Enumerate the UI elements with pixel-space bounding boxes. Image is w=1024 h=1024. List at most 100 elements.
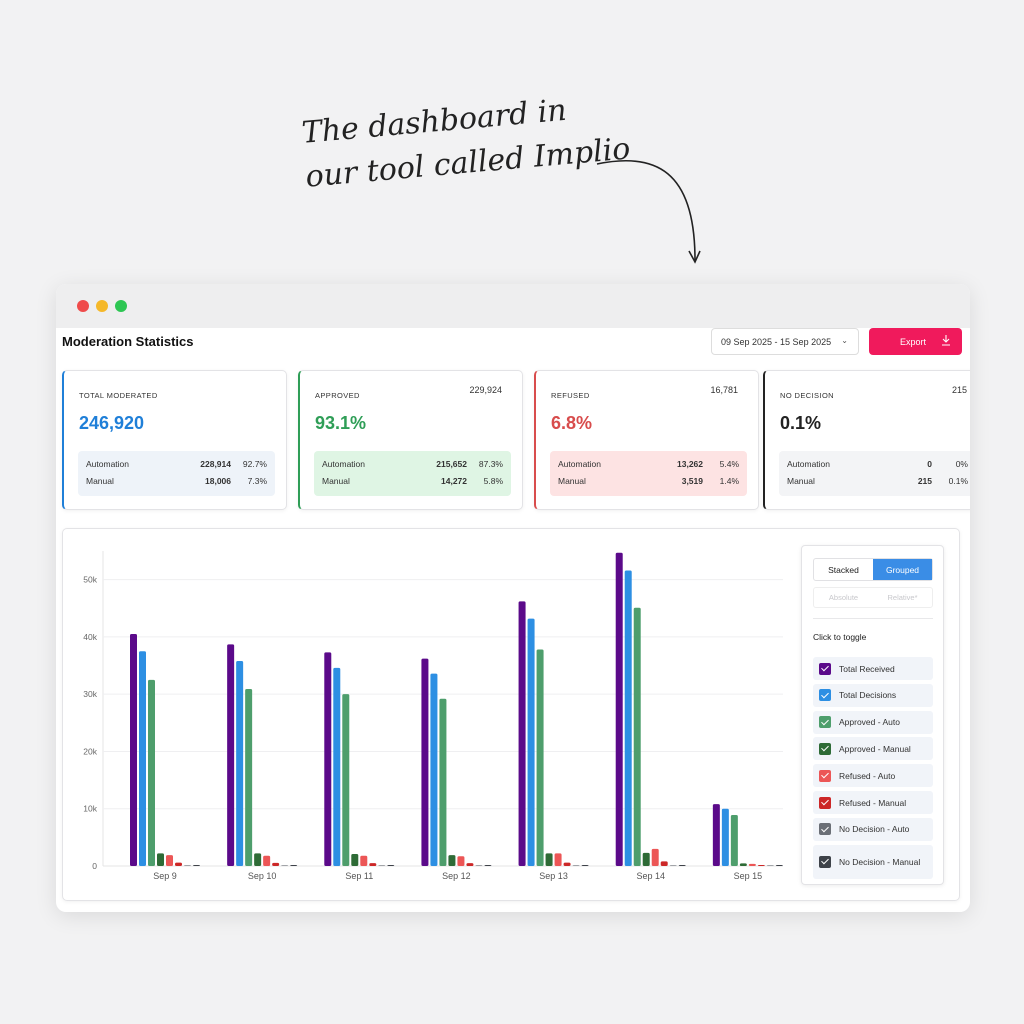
card-value: 0.1% [780, 413, 822, 433]
moderation-chart-panel: 0 10k 20k 30k 40k 50k Sep 9 Sep 10 Sep 11 Sep 12 S… [62, 528, 960, 901]
toggle-hint: Click to toggle [813, 632, 867, 642]
breakdown-row: Manual 3,519 1.4% [558, 476, 739, 490]
bar [281, 865, 289, 866]
breakdown-value: 13,262 [677, 459, 703, 469]
legend-item[interactable]: Total Received [813, 657, 933, 680]
grouped-button[interactable]: Grouped [873, 559, 932, 580]
date-range-picker[interactable]: 09 Sep 2025 - 15 Sep 2025 ⌄ [711, 328, 859, 355]
breakdown-percent: 92.7% [242, 459, 267, 469]
card-label: NO DECISION [780, 391, 834, 400]
bar [739, 863, 747, 866]
legend-label: Refused - Manual [839, 797, 907, 808]
checkbox-icon [819, 742, 831, 755]
legend-label: No Decision - Auto [839, 824, 910, 835]
bar [175, 862, 182, 866]
breakdown-percent: 7.3% [247, 476, 267, 486]
summary-card: APPROVED 229,924 93.1% Automation 215,652 87.… [298, 370, 523, 510]
legend-item[interactable]: Refused - Auto [813, 764, 933, 788]
summary-card: TOTAL MODERATED 246,920 Automation 228,914 9… [62, 370, 287, 510]
card-breakdown: Automation 0 0% Manual 215 0.1% [779, 451, 970, 496]
bar [148, 679, 155, 866]
breakdown-percent: 5.4% [719, 459, 739, 469]
legend-item[interactable]: Total Decisions [813, 683, 933, 707]
bar [254, 853, 262, 866]
bar [624, 570, 632, 866]
x-tick-label: Sep 11 [345, 871, 373, 881]
bar [139, 651, 146, 866]
legend-label: Approved - Auto [839, 717, 900, 728]
bar [748, 863, 756, 866]
summary-card: NO DECISION 215 0.1% Automation 0 0% Manual 215… [763, 370, 970, 510]
minimize-window-button[interactable] [96, 300, 108, 312]
legend-item[interactable]: No Decision - Auto [813, 817, 933, 841]
export-label: Export [900, 336, 927, 347]
date-range-value: 09 Sep 2025 - 15 Sep 2025 [721, 336, 832, 347]
absolute-button[interactable]: Absolute [828, 593, 859, 602]
card-count: 16,781 [710, 385, 738, 395]
breakdown-name: Automation [787, 459, 830, 469]
bar [227, 644, 235, 866]
bar [518, 601, 526, 866]
breakdown-percent: 0.1% [948, 476, 968, 486]
breakdown-name: Automation [86, 459, 129, 469]
bar [554, 853, 562, 866]
bar [484, 865, 492, 866]
y-tick-label: 10k [83, 804, 97, 814]
bar [466, 863, 474, 866]
card-breakdown: Automation 13,262 5.4% Manual 3,519 1.4% [550, 451, 747, 496]
breakdown-name: Manual [322, 476, 350, 486]
breakdown-percent: 0% [955, 459, 968, 469]
stacked-button[interactable]: Stacked [828, 564, 859, 575]
card-label: APPROVED [315, 391, 360, 400]
handwritten-annotation: The dashboard in our tool called Implio [300, 84, 632, 200]
bar [351, 853, 359, 866]
x-tick-label: Sep 13 [539, 871, 568, 881]
card-value: 6.8% [551, 413, 593, 433]
curved-arrow-icon [596, 160, 701, 264]
breakdown-row: Manual 14,272 5.8% [322, 476, 503, 490]
breakdown-value: 14,272 [441, 476, 467, 486]
legend-label: Approved - Manual [839, 743, 911, 754]
legend-item[interactable]: Approved - Manual [813, 737, 933, 761]
maximize-window-button[interactable] [115, 300, 127, 312]
legend-item[interactable]: Refused - Manual [813, 791, 933, 814]
legend-item[interactable]: No Decision - Manual [813, 844, 933, 879]
legend-item[interactable]: Approved - Auto [813, 710, 933, 734]
bar [333, 667, 341, 866]
breakdown-row: Automation 215,652 87.3% [322, 459, 503, 473]
breakdown-name: Manual [787, 476, 815, 486]
close-window-button[interactable] [77, 300, 89, 312]
bar [290, 865, 298, 866]
checkbox-icon [819, 796, 831, 809]
bar [721, 808, 729, 866]
breakdown-name: Manual [86, 476, 114, 486]
summary-card: REFUSED 16,781 6.8% Automation 13,262 5.4% Man… [534, 370, 759, 510]
bar [775, 865, 783, 866]
checkbox-icon [819, 855, 831, 868]
relative-button[interactable]: Relative* [887, 593, 918, 602]
bar [439, 698, 447, 866]
app-window: Moderation Statistics 09 Sep 2025 - 15 S… [56, 284, 970, 912]
bar [730, 815, 738, 866]
x-tick-label: Sep 9 [153, 871, 177, 881]
checkbox-icon [819, 662, 831, 675]
breakdown-name: Automation [558, 459, 601, 469]
bar [757, 865, 765, 866]
legend-divider [813, 618, 933, 619]
bar [245, 689, 253, 866]
bar [157, 853, 164, 866]
bar [651, 848, 659, 866]
card-breakdown: Automation 228,914 92.7% Manual 18,006 7.3% [78, 451, 275, 496]
x-tick-label: Sep 14 [636, 871, 665, 881]
bar [430, 673, 438, 866]
legend-label: Total Received [839, 663, 895, 674]
bar [166, 855, 173, 866]
export-button[interactable]: Export [869, 328, 962, 355]
grouped-bar-chart: 0 10k 20k 30k 40k 50k Sep 9 Sep 10 Sep 11 Sep 12 S… [83, 551, 783, 881]
bar [766, 865, 774, 866]
breakdown-row: Automation 13,262 5.4% [558, 459, 739, 473]
legend-label: No Decision - Manual [839, 856, 921, 867]
bar [457, 856, 465, 866]
checkbox-icon [819, 716, 831, 729]
bar [545, 853, 553, 866]
